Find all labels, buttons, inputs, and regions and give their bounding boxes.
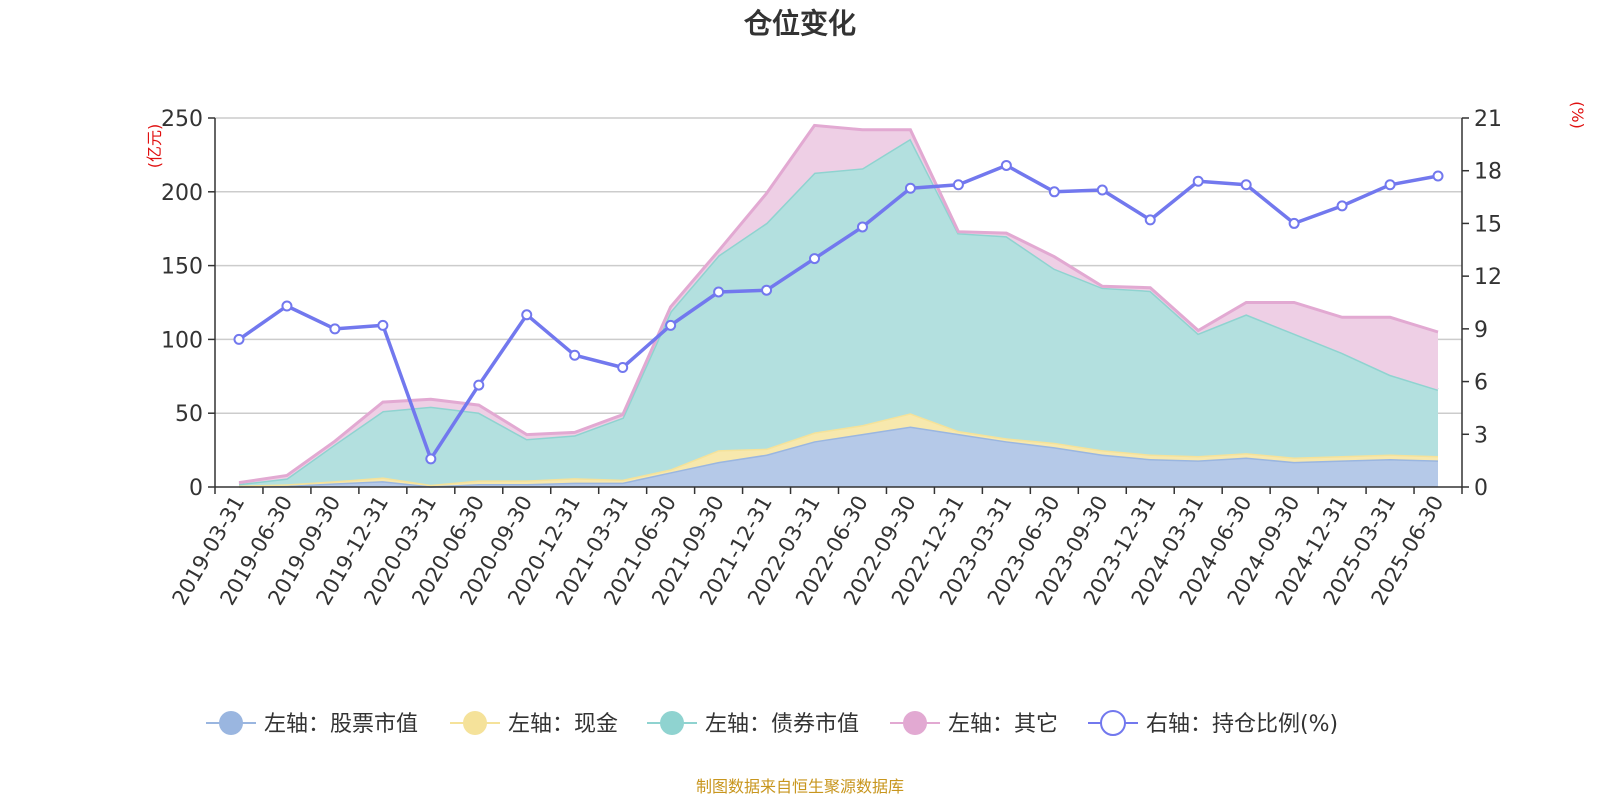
ratio-line-point — [233, 333, 245, 345]
ratio-line-point — [521, 309, 533, 321]
ratio-line-point — [1144, 214, 1156, 226]
right-axis-unit: (%) — [1568, 101, 1587, 129]
legend-label: 左轴：债券市值 — [705, 712, 859, 737]
ratio-line-point — [952, 179, 964, 191]
legend-item: 左轴：其它 — [890, 711, 1058, 737]
ratio-line-point — [1048, 186, 1060, 198]
left-axis-tick-label: 50 — [175, 402, 203, 427]
position-ratio-line — [233, 159, 1444, 465]
legend-swatch-marker — [463, 711, 487, 735]
left-axis-unit: (亿元) — [145, 124, 164, 169]
right-axis-tick-label: 18 — [1474, 160, 1502, 185]
legend-swatch-marker — [660, 711, 684, 735]
ratio-line-point — [1096, 184, 1108, 196]
legend-swatch-marker — [219, 711, 243, 735]
ratio-line-point — [904, 182, 916, 194]
right-axis-tick-label: 0 — [1474, 476, 1488, 501]
left-axis-tick-label: 250 — [161, 107, 203, 132]
ratio-line-point — [1336, 200, 1348, 212]
ratio-line-point — [1000, 159, 1012, 171]
legend-item: 右轴：持仓比例(%) — [1088, 710, 1338, 737]
right-axis-tick-label: 6 — [1474, 371, 1488, 396]
ratio-line-point — [617, 362, 629, 374]
right-axis-tick-label: 9 — [1474, 318, 1488, 343]
ratio-line-point — [1432, 170, 1444, 182]
legend-item: 左轴：债券市值 — [647, 711, 859, 737]
legend-label: 左轴：其它 — [948, 712, 1058, 737]
left-axis-tick-label: 100 — [161, 328, 203, 353]
ratio-line-point — [377, 319, 389, 331]
legend: 左轴：股票市值 左轴：现金 左轴：债券市值 左轴：其它 右轴：持仓比例(%) — [206, 710, 1338, 737]
ratio-line-path — [237, 163, 1439, 461]
ratio-line-point — [1192, 175, 1204, 187]
right-axis-tick-label: 21 — [1474, 107, 1502, 132]
legend-item: 左轴：股票市值 — [206, 711, 418, 737]
right-axis-tick-label: 3 — [1474, 423, 1488, 448]
legend-label: 左轴：现金 — [508, 712, 618, 737]
legend-label: 左轴：股票市值 — [264, 712, 418, 737]
stacked-areas — [238, 123, 1439, 488]
legend-label: 右轴：持仓比例(%) — [1146, 712, 1338, 737]
ratio-line-point — [281, 300, 293, 312]
left-axis-tick-label: 200 — [161, 181, 203, 206]
ratio-line-point — [1240, 179, 1252, 191]
ratio-line-point — [856, 221, 868, 233]
legend-item: 左轴：现金 — [450, 711, 618, 737]
chart-title: 仓位变化 — [744, 7, 856, 40]
data-source-note: 制图数据来自恒生聚源数据库 — [696, 777, 904, 796]
ratio-line-point — [761, 284, 773, 296]
area-series-2-edge — [238, 411, 1439, 487]
ratio-line-point — [329, 323, 341, 335]
legend-swatch-marker — [1100, 710, 1126, 736]
legend-swatch-marker — [903, 711, 927, 735]
ratio-line-point — [569, 349, 581, 361]
ratio-line-point — [473, 379, 485, 391]
right-axis-tick-label: 12 — [1474, 265, 1502, 290]
ratio-line-point — [1384, 179, 1396, 191]
ratio-line-point — [425, 453, 437, 465]
ratio-line-point — [809, 253, 821, 265]
right-axis-tick-label: 15 — [1474, 212, 1502, 237]
area-series-4-edge — [238, 123, 1439, 485]
ratio-line-point — [713, 286, 725, 298]
ratio-line-point — [665, 319, 677, 331]
left-axis-tick-label: 0 — [189, 476, 203, 501]
left-axis-tick-label: 150 — [161, 255, 203, 280]
ratio-line-point — [1288, 217, 1300, 229]
area-series-1 — [239, 426, 1438, 487]
area-series-3 — [239, 138, 1438, 486]
